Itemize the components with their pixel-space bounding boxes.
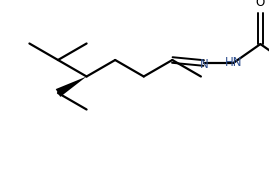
Text: HN: HN (225, 56, 242, 69)
Text: N: N (200, 57, 209, 70)
Polygon shape (56, 76, 87, 97)
Text: O: O (256, 0, 265, 9)
